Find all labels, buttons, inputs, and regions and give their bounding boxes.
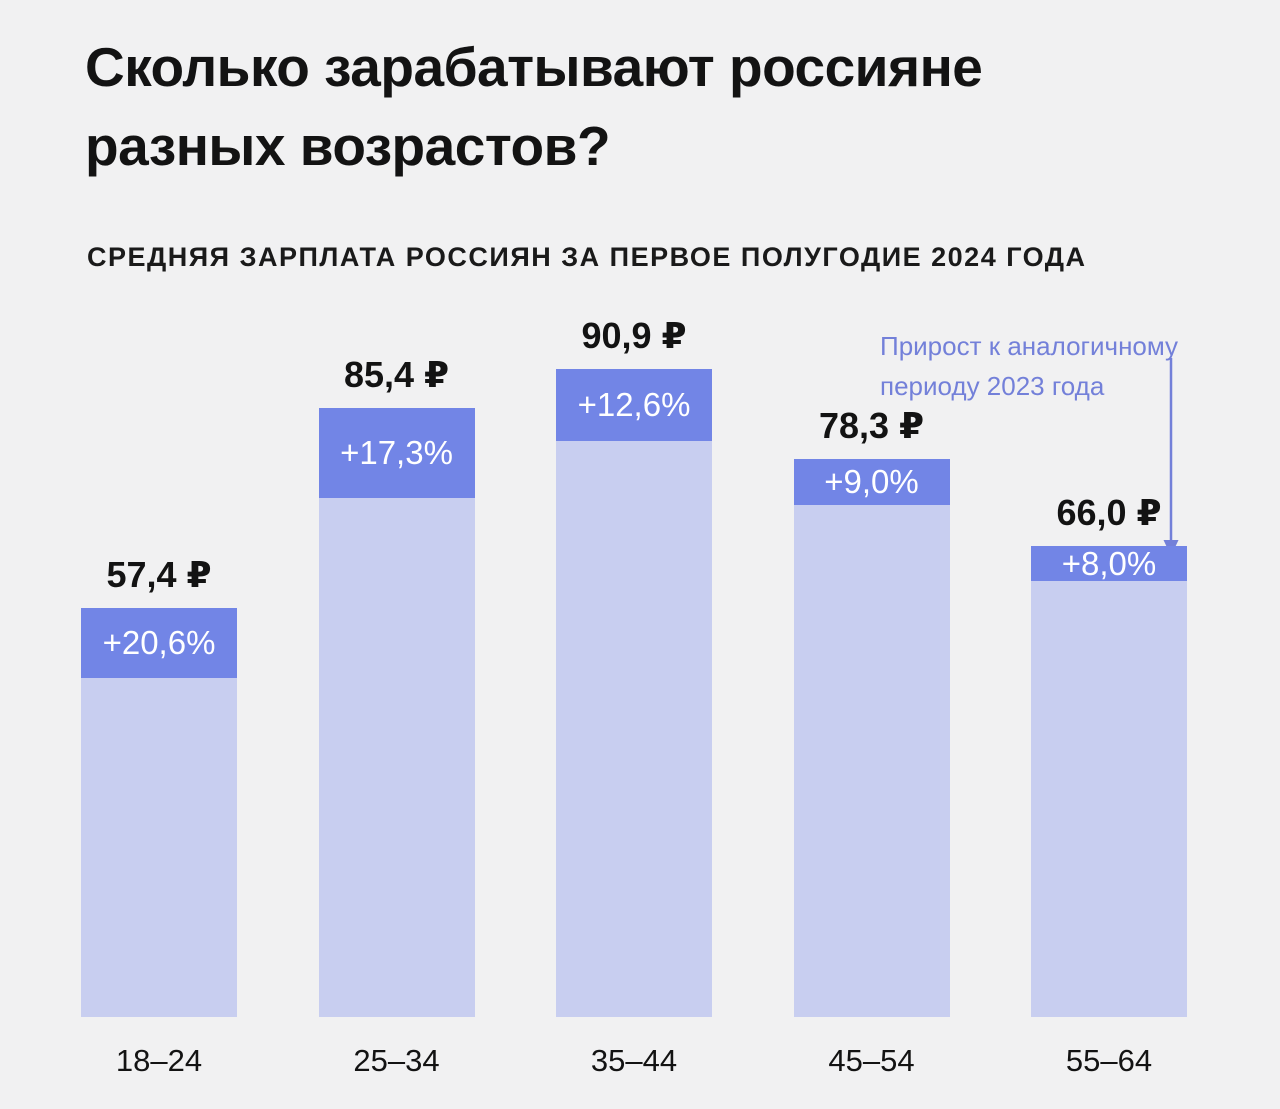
page-title-line1: Сколько зарабатывают россияне bbox=[85, 36, 983, 98]
bar-category-label: 25–34 bbox=[353, 1043, 440, 1078]
bar-group: 57,4 ₽ +20,6% 18–24 bbox=[81, 554, 237, 1079]
bar-chart: 57,4 ₽ +20,6% 18–24 85,4 ₽ +17,3% 25–34 90,9 ₽… bbox=[81, 315, 1187, 1079]
chart-subtitle: СРЕДНЯЯ ЗАРПЛАТА РОССИЯН ЗА ПЕРВОЕ ПОЛУГ… bbox=[87, 242, 1087, 272]
bar: 90,9 ₽ +12,6% bbox=[556, 315, 712, 1017]
bar: 85,4 ₽ +17,3% bbox=[318, 354, 475, 1017]
bar-growth-segment: +17,3% bbox=[318, 408, 475, 498]
bar-growth-segment: +8,0% bbox=[1031, 545, 1187, 582]
page-title: Сколько зарабатывают россияне разных воз… bbox=[85, 28, 983, 186]
bar: 78,3 ₽ +9,0% bbox=[793, 405, 950, 1017]
bar-value-label: 85,4 ₽ bbox=[343, 354, 450, 396]
bar-category-label: 45–54 bbox=[828, 1043, 915, 1078]
bar-value-label: 66,0 ₽ bbox=[1056, 492, 1162, 534]
growth-annotation: Прирост к аналогичному периоду 2023 года bbox=[880, 326, 1178, 406]
bar-category-label: 55–64 bbox=[1065, 1043, 1153, 1078]
bar-group: 85,4 ₽ +17,3% 25–34 bbox=[318, 354, 475, 1079]
bar: 66,0 ₽ +8,0% bbox=[1031, 492, 1187, 1017]
bar-group: 66,0 ₽ +8,0% 55–64 bbox=[1031, 492, 1187, 1079]
growth-annotation-line1: Прирост к аналогичному bbox=[880, 331, 1179, 361]
bar-category-label: 35–44 bbox=[590, 1043, 678, 1078]
bar: 57,4 ₽ +20,6% bbox=[81, 554, 237, 1017]
bar-value-label: 57,4 ₽ bbox=[106, 553, 212, 595]
page-title-line2: разных возрастов? bbox=[85, 115, 611, 177]
bar-group: 90,9 ₽ +12,6% 35–44 bbox=[556, 315, 712, 1079]
bar-value-label: 90,9 ₽ bbox=[581, 314, 687, 356]
bar-category-label: 18–24 bbox=[115, 1043, 203, 1078]
bar-growth-segment: +20,6% bbox=[81, 607, 237, 678]
bar-growth-segment: +9,0% bbox=[793, 458, 950, 505]
bar-group: 78,3 ₽ +9,0% 45–54 bbox=[793, 405, 950, 1079]
bar-value-label: 78,3 ₽ bbox=[818, 404, 925, 446]
bar-growth-segment: +12,6% bbox=[556, 368, 712, 442]
growth-annotation-line2: периоду 2023 года bbox=[880, 371, 1105, 401]
